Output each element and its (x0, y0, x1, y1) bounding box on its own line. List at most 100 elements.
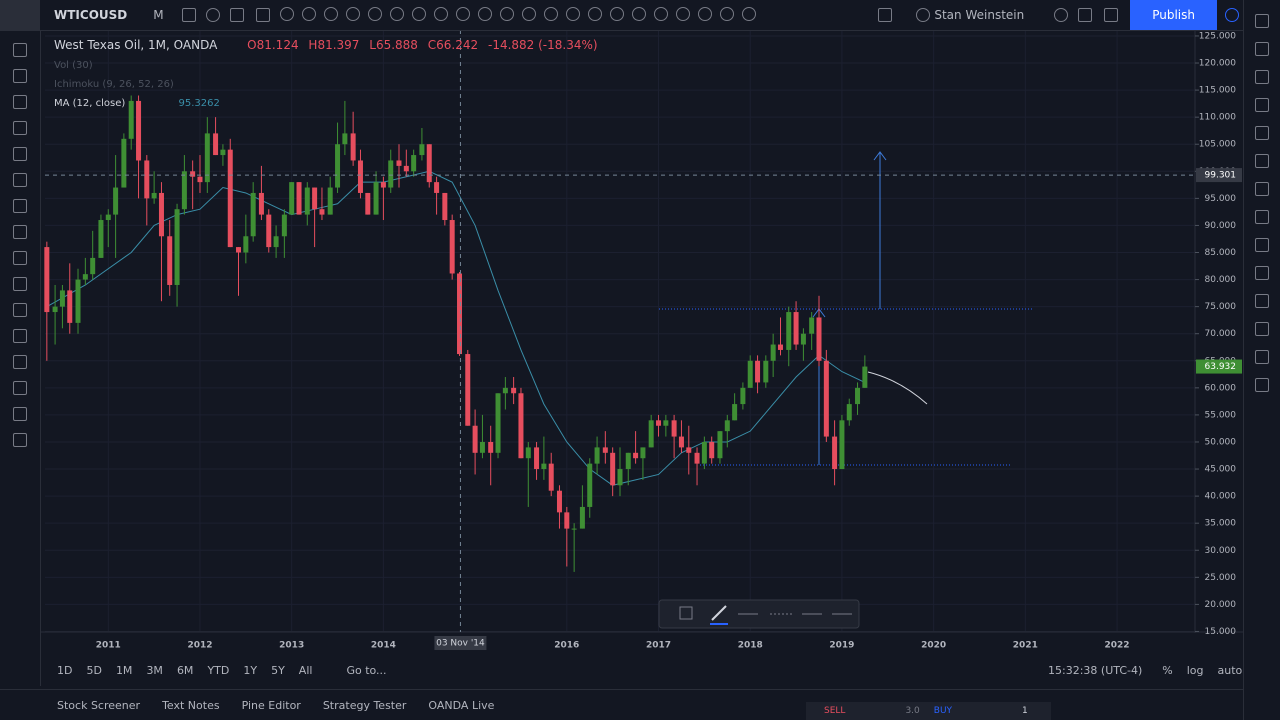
timeframe[interactable]: 5Y (271, 663, 285, 677)
user[interactable]: Stan Weinstein (934, 8, 1025, 22)
scale-option[interactable]: % (1162, 663, 1173, 677)
panel-icon[interactable] (1255, 182, 1269, 196)
timeframe[interactable]: 1Y (243, 663, 258, 677)
shortcut[interactable] (609, 6, 624, 21)
candle-body (174, 209, 180, 285)
templates[interactable] (255, 8, 270, 22)
projection-curve[interactable] (867, 371, 928, 405)
snapshot[interactable] (1104, 8, 1119, 22)
y-tick-label: 15.000 (1205, 627, 1237, 637)
panel-icon[interactable] (1255, 238, 1269, 252)
shortcut[interactable] (345, 6, 360, 21)
interval[interactable]: M (153, 8, 164, 22)
tool-icon[interactable] (13, 329, 27, 343)
avatar[interactable] (0, 0, 40, 30)
panel-icon[interactable] (1255, 42, 1269, 56)
panel-icon[interactable] (1255, 378, 1269, 392)
shortcut[interactable] (433, 6, 448, 21)
symbol-title[interactable]: West Texas Oil, 1M, OANDA (54, 38, 218, 52)
shortcut[interactable] (543, 6, 558, 21)
tool-icon[interactable] (13, 303, 27, 317)
toolbar-icon[interactable] (711, 605, 727, 621)
timeframe[interactable]: YTD (207, 663, 230, 677)
panel-icon[interactable] (1255, 154, 1269, 168)
publish-menu[interactable] (1225, 8, 1239, 22)
publish-button[interactable]: Publish (1130, 0, 1217, 30)
tool-icon[interactable] (13, 433, 27, 447)
shortcut[interactable] (499, 6, 514, 21)
tool-icon[interactable] (13, 407, 27, 421)
bottom-tab[interactable]: Text Notes (162, 698, 220, 712)
tool-icon[interactable] (13, 277, 27, 291)
timeframe[interactable]: 3M (146, 663, 163, 677)
buy-button[interactable]: BUY (933, 706, 953, 716)
shortcut[interactable] (697, 6, 712, 21)
shortcut[interactable] (279, 6, 294, 21)
shortcut[interactable] (675, 6, 690, 21)
shortcut[interactable] (455, 6, 470, 21)
bottom-tab[interactable]: Stock Screener (57, 698, 141, 712)
compare[interactable] (205, 8, 220, 22)
bottom-tab[interactable]: Pine Editor (241, 698, 301, 712)
indicator-legend[interactable]: Ichimoku (9, 26, 52, 26) (54, 79, 174, 90)
settings[interactable] (1054, 8, 1069, 22)
shortcut[interactable] (477, 6, 492, 21)
tool-icon[interactable] (13, 251, 27, 265)
shortcut[interactable] (741, 6, 756, 21)
shortcut[interactable] (367, 6, 382, 21)
panel-icon[interactable] (1255, 14, 1269, 28)
panel-icon[interactable] (1255, 126, 1269, 140)
shortcut[interactable] (587, 6, 602, 21)
shortcut[interactable] (323, 6, 338, 21)
timeframe[interactable]: 6M (176, 663, 194, 677)
tool-icon[interactable] (13, 381, 27, 395)
sell-button[interactable]: SELL (824, 706, 846, 716)
timeframe[interactable]: 1D (57, 663, 73, 677)
panel-icon[interactable] (1255, 210, 1269, 224)
fullscreen[interactable] (1078, 8, 1093, 22)
panel-icon[interactable] (1255, 294, 1269, 308)
tool-icon[interactable] (13, 95, 27, 109)
panel-icon[interactable] (1255, 98, 1269, 112)
shortcut[interactable] (389, 6, 404, 21)
tool-icon[interactable] (13, 355, 27, 369)
shortcut[interactable] (653, 6, 668, 21)
quantity[interactable]: 1 (1022, 706, 1028, 716)
indicator-legend[interactable]: Vol (30) (54, 60, 93, 71)
bottom-tab[interactable]: Strategy Tester (322, 698, 407, 712)
shortcut[interactable] (565, 6, 580, 21)
shortcut[interactable] (521, 6, 536, 21)
chart-style[interactable] (181, 8, 196, 22)
tool-icon[interactable] (13, 43, 27, 57)
panel-icon[interactable] (1255, 350, 1269, 364)
shortcut[interactable] (411, 6, 426, 21)
tool-icon[interactable] (13, 147, 27, 161)
goto[interactable]: Go to... (346, 663, 387, 677)
candle-body (846, 404, 852, 421)
layout[interactable] (878, 8, 893, 22)
panel-icon[interactable] (1255, 266, 1269, 280)
tool-icon[interactable] (13, 199, 27, 213)
drawing-toolbar[interactable] (658, 599, 860, 629)
candle-body (511, 387, 517, 394)
timeframe[interactable]: All (298, 663, 313, 677)
tool-icon[interactable] (13, 225, 27, 239)
shortcut[interactable] (301, 6, 316, 21)
bottom-tab[interactable]: OANDA Live (428, 698, 495, 712)
toolbar-icon[interactable] (679, 606, 693, 620)
indicator-name[interactable]: MA (12, close) (54, 98, 126, 109)
y-tick-label: 70.000 (1205, 329, 1237, 339)
tool-icon[interactable] (13, 121, 27, 135)
panel-icon[interactable] (1255, 70, 1269, 84)
scale-option[interactable]: log (1186, 663, 1204, 677)
panel-icon[interactable] (1255, 322, 1269, 336)
timeframe[interactable]: 1M (115, 663, 133, 677)
timeframe[interactable]: 5D (86, 663, 102, 677)
shortcut[interactable] (719, 6, 734, 21)
scale-option[interactable]: auto (1217, 663, 1243, 677)
shortcut[interactable] (631, 6, 646, 21)
symbol[interactable]: WTICOUSD (54, 8, 128, 22)
indicators[interactable] (229, 8, 244, 22)
tool-icon[interactable] (13, 173, 27, 187)
tool-icon[interactable] (13, 69, 27, 83)
